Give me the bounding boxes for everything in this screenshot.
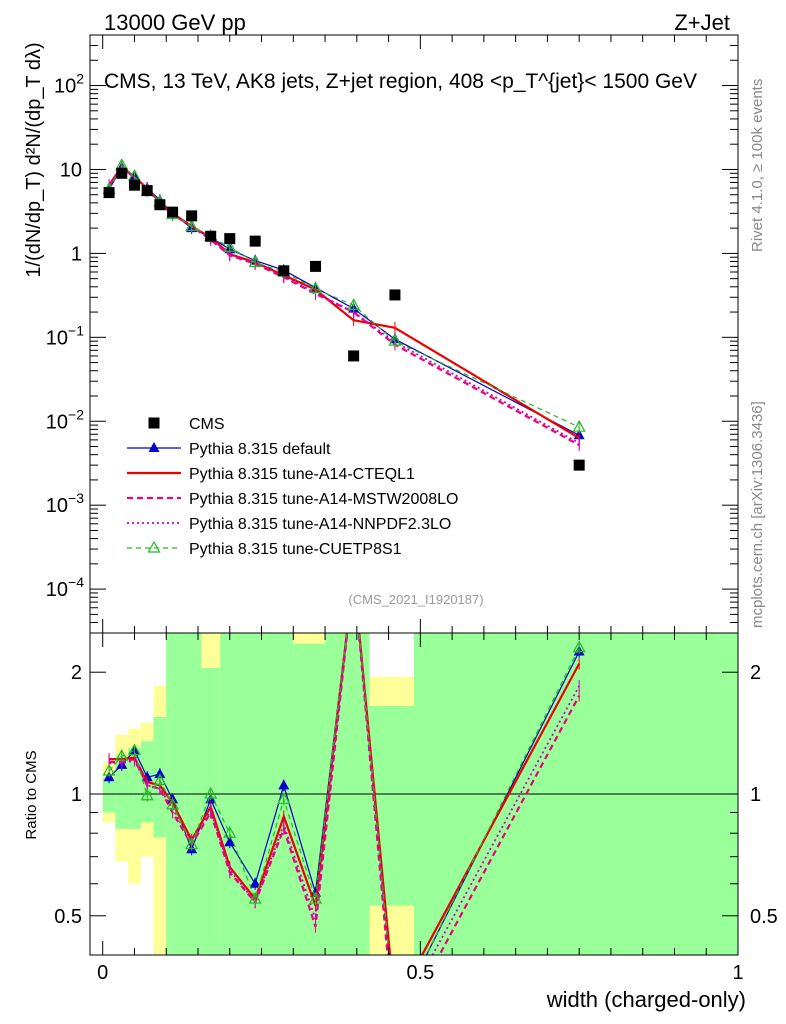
legend-nnpdf-label: Pythia 8.315 tune-A14-NNPDF2.3LO: [189, 516, 451, 533]
cms-data-point: [249, 235, 261, 247]
ratio-panel: 0.5 0.5 1 1 2 2 0 0.5 1: [54, 568, 778, 1022]
ratio-cuetp8s1-point: [115, 748, 129, 761]
ratio-left-y-tick-label: 2: [71, 662, 82, 684]
ratio-cuetp8s1-point: [166, 797, 180, 810]
main-nnpdf-line: [108, 165, 580, 444]
x-tick-label: 1: [732, 962, 743, 984]
main-y-tick-label: 10−1: [46, 322, 84, 349]
cms-data-point: [186, 210, 198, 222]
main-cuetp8s1-point: [347, 298, 361, 311]
main-cuetp8s1-point: [309, 281, 323, 294]
main-plot-axes: 10−4 10−3 10−2 10−1 1 10 102: [46, 34, 739, 634]
main-plot-area: [102, 158, 586, 471]
header-right-text: Z+Jet: [674, 10, 730, 35]
main-y-tick-label: 102: [54, 71, 84, 98]
cms-data-point: [154, 199, 166, 211]
ratio-cuetp8s1-point: [102, 763, 116, 776]
x-tick-label: 0.5: [406, 962, 434, 984]
main-y-tick-label: 10−4: [46, 574, 84, 601]
ratio-mstw-line: [109, 633, 581, 955]
ratio-cuetp8s1-point: [572, 640, 586, 653]
ratio-cuetp8s1-point: [140, 788, 154, 801]
main-y-axis-title: 1/(dN/dp_T) d²N/(dp_T dλ): [23, 42, 45, 277]
ratio-plot-area: [90, 568, 738, 1022]
analysis-reference-label: (CMS_2021_I1920187): [348, 592, 483, 607]
ratio-left-y-tick-label: 0.5: [54, 906, 82, 928]
main-cuetp8s1-point: [388, 333, 402, 346]
main-mstw-line: [108, 165, 580, 447]
header-left-text: 13000 GeV pp: [104, 10, 246, 35]
legend-cms-marker: [148, 417, 160, 429]
legend-mstw-label: Pythia 8.315 tune-A14-MSTW2008LO: [189, 491, 458, 508]
ratio-default-point: [348, 568, 359, 578]
ratio-right-y-tick-label: 1: [750, 784, 761, 806]
cms-data-point: [141, 185, 153, 197]
ratio-left-y-tick-label: 1: [71, 784, 82, 806]
main-y-tick-label: 10: [60, 159, 82, 181]
main-y-axis-label: 1/(dN/dp_T) d²N/(dp_T dλ): [23, 42, 45, 277]
main-cuetp8s1-point: [248, 255, 262, 268]
legend-default-label: Pythia 8.315 default: [189, 441, 331, 458]
main-plot-frame: [89, 34, 739, 634]
main-cteql1-line: [108, 164, 580, 440]
ratio-right-y-tick-label: 0.5: [750, 906, 778, 928]
ratio-cuetp8s1-point: [204, 786, 218, 799]
ratio-cuetp8s1-point: [185, 837, 199, 850]
legend-cms-label: CMS: [189, 416, 225, 433]
cms-data-point: [573, 459, 585, 471]
mcplots-credit-text-group: mcplots.cern.ch [arXiv:1306.3436]: [749, 401, 766, 628]
cms-data-point: [278, 265, 290, 277]
cms-data-point: [310, 260, 322, 272]
legend-default-marker: [148, 442, 160, 452]
cms-data-point: [224, 233, 236, 245]
main-cuetp8s1-point: [572, 419, 586, 432]
mcplots-credit-text: mcplots.cern.ch [arXiv:1306.3436]: [749, 401, 766, 628]
cms-data-point: [205, 230, 217, 242]
main-y-tick-label: 10−3: [46, 490, 84, 517]
rivet-version-text: Rivet 4.1.0, ≥ 100k events: [749, 79, 766, 252]
cms-data-point: [389, 289, 401, 301]
ratio-default-point: [224, 836, 236, 847]
ratio-cuetp8s1-point: [348, 568, 359, 578]
ratio-cuetp8s1-point: [223, 825, 237, 838]
legend-cuetp8s1-marker: [147, 540, 161, 553]
rivet-version-text-group: Rivet 4.1.0, ≥ 100k events: [749, 79, 766, 252]
ratio-cuetp8s1-point: [277, 792, 291, 804]
main-cuetp8s1-point: [185, 219, 199, 231]
cms-data-point: [167, 206, 179, 218]
ratio-cuetp8s1-point: [389, 1012, 400, 1022]
legend-cteql1-label: Pythia 8.315 tune-A14-CTEQL1: [189, 466, 415, 483]
ratio-band-1sigma: [102, 777, 116, 813]
ratio-default-point: [249, 877, 261, 888]
ratio-right-y-tick-label: 2: [750, 662, 761, 684]
ratio-cuetp8s1-point: [309, 891, 323, 904]
ratio-cuetp8s1-point: [248, 891, 262, 904]
ratio-cuetp8s1-point: [127, 743, 141, 756]
main-cuetp8s1-point: [223, 240, 237, 252]
legend-cuetp8s1-label: Pythia 8.315 tune-CUETP8S1: [189, 541, 402, 558]
ratio-plot-axes: 0.5 0.5 1 1 2 2 0 0.5 1: [54, 633, 778, 984]
main-cuetp8s1-line: [108, 164, 580, 428]
main-y-tick-label: 1: [71, 243, 82, 265]
plot-title: CMS, 13 TeV, AK8 jets, Z+jet region, 408…: [104, 70, 697, 93]
ratio-default-point: [389, 1012, 400, 1022]
ratio-band-1sigma: [115, 754, 129, 829]
main-distribution-panel: 10−4 10−3 10−2 10−1 1 10 102 CMS, 13 TeV, AK8 …: [46, 34, 739, 634]
ratio-default-point: [154, 768, 166, 779]
cms-data-point: [116, 167, 128, 179]
ratio-cuetp8s1-point: [153, 773, 167, 786]
legend: CMS Pythia 8.315 default Pythia 8.315 tune…: [127, 416, 458, 558]
ratio-y-axis-title: Ratio to CMS: [23, 750, 40, 839]
x-axis-label: width (charged-only): [546, 987, 746, 1012]
cms-data-point: [103, 187, 115, 199]
ratio-band-1sigma: [369, 706, 414, 906]
cms-data-point: [348, 350, 360, 362]
cms-data-point: [128, 179, 140, 191]
ratio-y-axis-label: Ratio to CMS: [23, 750, 40, 839]
ratio-default-point: [278, 779, 290, 790]
main-y-tick-label: 10−2: [46, 406, 84, 433]
x-tick-label: 0: [97, 962, 108, 984]
